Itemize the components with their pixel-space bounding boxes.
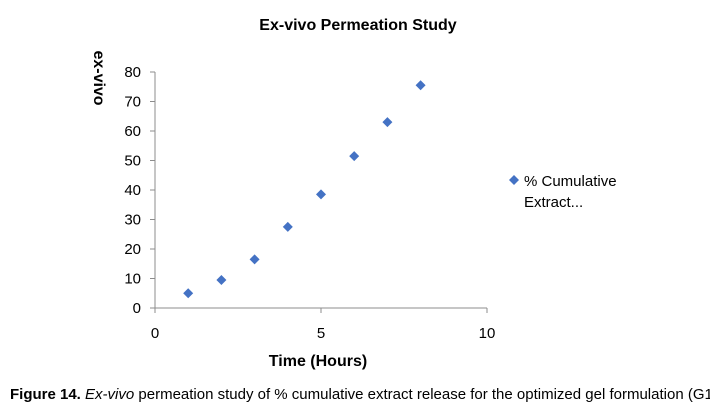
legend-label-line-1: % Cumulative bbox=[524, 173, 617, 190]
caption-label: Figure 14. bbox=[10, 386, 81, 403]
x-tick-label: 5 bbox=[317, 325, 325, 342]
legend-label-line-2: Extract... bbox=[524, 194, 583, 211]
y-tick-label: 10 bbox=[124, 271, 141, 288]
caption-text: permeation study of % cumulative extract… bbox=[138, 386, 710, 403]
figure-caption: Figure 14. Ex-vivo permeation study of %… bbox=[10, 386, 710, 403]
y-tick-label: 0 bbox=[133, 300, 141, 317]
legend-marker bbox=[509, 175, 519, 185]
data-point bbox=[183, 288, 194, 299]
chart-title: Ex-vivo Permeation Study bbox=[259, 17, 456, 34]
y-tick-label: 40 bbox=[124, 182, 141, 199]
x-tick-label: 10 bbox=[479, 325, 496, 342]
data-point bbox=[282, 221, 293, 232]
y-tick-label: 30 bbox=[124, 212, 141, 229]
x-tick-label: 0 bbox=[151, 325, 159, 342]
data-point bbox=[415, 80, 426, 91]
axes bbox=[150, 71, 488, 313]
data-point bbox=[316, 189, 326, 200]
chart: Ex-vivo Permeation Study ex-vivo Time (H… bbox=[90, 17, 617, 370]
data-point bbox=[249, 254, 260, 265]
y-axis-title: ex-vivo bbox=[90, 50, 107, 105]
y-tick-label: 20 bbox=[124, 241, 141, 258]
y-tick-labels: 0 10 20 30 40 50 60 70 80 bbox=[124, 64, 141, 317]
data-point bbox=[382, 117, 393, 128]
x-axis-title: Time (Hours) bbox=[269, 353, 367, 370]
y-tick-label: 50 bbox=[124, 153, 141, 170]
data-points bbox=[183, 80, 426, 299]
data-point bbox=[349, 151, 360, 162]
caption-italic: Ex-vivo bbox=[85, 386, 135, 403]
legend: % Cumulative Extract... bbox=[509, 173, 617, 211]
x-tick-labels: 0 5 10 bbox=[151, 325, 496, 342]
data-point bbox=[216, 274, 227, 285]
y-tick-label: 70 bbox=[124, 94, 141, 111]
y-tick-label: 80 bbox=[124, 64, 141, 81]
y-tick-label: 60 bbox=[124, 123, 141, 140]
